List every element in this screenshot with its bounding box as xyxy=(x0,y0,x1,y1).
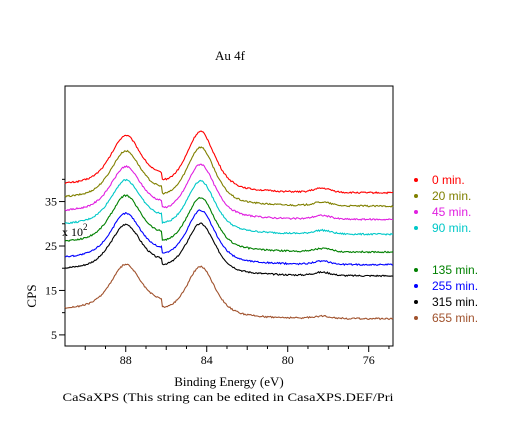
legend-marker xyxy=(414,300,418,304)
chart-title: Au 4f xyxy=(215,48,246,63)
spectrum-line xyxy=(64,146,394,208)
y-axis-ticks: 5 15 25 35 xyxy=(45,178,65,342)
legend-label: 0 min. xyxy=(432,173,465,187)
legend-label: 315 min. xyxy=(432,295,478,309)
x-axis-ticks: 88 84 80 76 xyxy=(84,346,390,367)
legend: 0 min. 20 min. 45 min. 90 min. 135 min. 255 m… xyxy=(414,173,478,325)
legend-label: 90 min. xyxy=(432,221,471,235)
plot-frame xyxy=(64,85,394,347)
spectrum-line xyxy=(64,163,394,221)
footer-text: CaSaXPS (This string can be edited in Ca… xyxy=(63,390,395,404)
legend-label: 255 min. xyxy=(432,279,478,293)
legend-marker xyxy=(414,210,418,214)
legend-label: 655 min. xyxy=(432,311,478,325)
legend-label: 135 min. xyxy=(432,263,478,277)
legend-label: 20 min. xyxy=(432,189,471,203)
y-axis-label: CPS xyxy=(24,284,39,307)
spectrum-line xyxy=(64,263,394,321)
spectra xyxy=(64,130,394,321)
legend-marker xyxy=(414,178,418,182)
y-multiplier: x 102 xyxy=(62,222,88,239)
y-tick-label: 5 xyxy=(51,328,57,342)
x-tick-label: 88 xyxy=(120,353,132,367)
y-tick-label: 35 xyxy=(45,195,57,209)
x-tick-label: 84 xyxy=(201,353,213,367)
spectrum-line xyxy=(64,209,394,267)
spectrum-line xyxy=(64,222,394,278)
x-tick-label: 76 xyxy=(363,353,375,367)
y-tick-label: 15 xyxy=(45,283,57,297)
legend-label: 45 min. xyxy=(432,205,471,219)
spectrum-line xyxy=(64,178,394,236)
legend-marker xyxy=(414,284,418,288)
x-axis-label: Binding Energy (eV) xyxy=(174,374,284,389)
spectrum-line xyxy=(64,130,394,195)
x-tick-label: 80 xyxy=(282,353,294,367)
legend-marker xyxy=(414,316,418,320)
legend-marker xyxy=(414,268,418,272)
y-tick-label: 25 xyxy=(45,239,57,253)
legend-marker xyxy=(414,226,418,230)
spectrum-line xyxy=(64,194,394,254)
legend-marker xyxy=(414,194,418,198)
